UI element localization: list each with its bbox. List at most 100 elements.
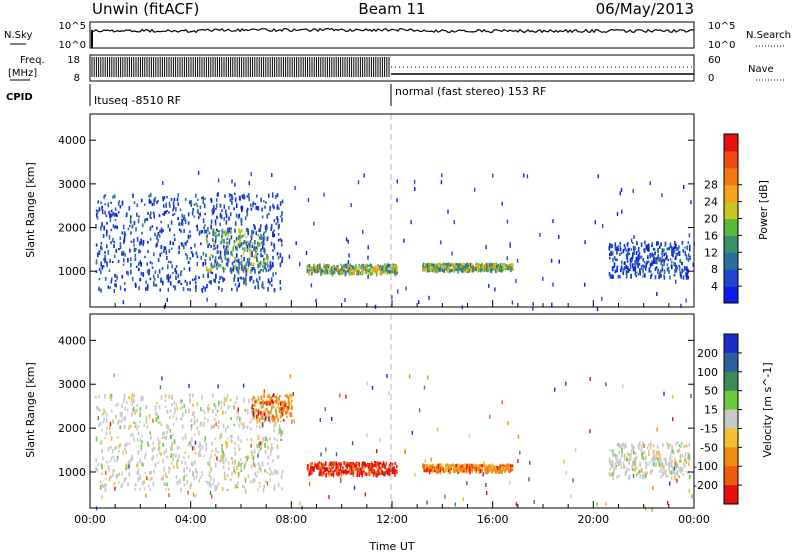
radar-echo-cell bbox=[224, 256, 227, 260]
radar-echo-cell bbox=[634, 246, 637, 250]
radar-echo-cell bbox=[226, 261, 229, 264]
radar-echo-cell bbox=[104, 203, 106, 206]
radar-echo-cell bbox=[660, 458, 663, 463]
radar-echo-cell bbox=[500, 465, 503, 469]
radar-echo-cell bbox=[666, 475, 669, 478]
radar-echo-cell bbox=[392, 270, 395, 274]
radar-echo-cell bbox=[181, 412, 184, 417]
freq-left-tick-low: 8 bbox=[74, 73, 80, 84]
radar-echo-cell bbox=[639, 473, 641, 479]
radar-echo-cell bbox=[649, 253, 652, 259]
radar-echo-cell bbox=[139, 260, 141, 265]
radar-echo-cell bbox=[189, 257, 192, 261]
radar-echo-cell bbox=[112, 472, 114, 477]
radar-echo-cell bbox=[279, 395, 281, 398]
radar-echo-cell bbox=[436, 469, 439, 474]
radar-echo-cell bbox=[214, 231, 216, 235]
radar-echo-cell bbox=[461, 267, 464, 272]
radar-echo-cell bbox=[280, 400, 283, 403]
radar-echo-cell bbox=[104, 478, 107, 481]
radar-echo-cell bbox=[370, 469, 372, 473]
radar-echo-cell bbox=[256, 444, 258, 449]
radar-echo-cell bbox=[147, 212, 149, 215]
radar-echo-cell bbox=[262, 241, 264, 244]
radar-echo-cell bbox=[207, 418, 209, 422]
radar-echo-cell bbox=[671, 476, 673, 480]
radar-echo-cell bbox=[193, 433, 196, 436]
radar-echo-cell bbox=[195, 251, 198, 255]
beam-title: Beam 11 bbox=[358, 0, 425, 18]
radar-echo-cell bbox=[291, 419, 293, 424]
radar-echo-cell bbox=[184, 219, 187, 224]
radar-echo-cell bbox=[208, 243, 211, 246]
radar-echo-cell bbox=[248, 242, 251, 247]
radar-echo-cell bbox=[640, 444, 643, 449]
radar-echo-cell bbox=[101, 247, 103, 251]
radar-echo-cell bbox=[261, 254, 264, 258]
radar-echo-cell bbox=[466, 262, 469, 266]
radar-echo-cell bbox=[632, 241, 634, 244]
colorbar-tick-label: 20 bbox=[704, 213, 718, 226]
radar-echo-cell bbox=[249, 421, 251, 424]
radar-echo-cell bbox=[309, 266, 312, 270]
radar-echo-cell bbox=[337, 470, 339, 473]
radar-echo-cell bbox=[242, 277, 244, 280]
radar-echo-cell bbox=[233, 466, 235, 469]
radar-echo-cell bbox=[630, 258, 632, 263]
radar-echo-cell bbox=[633, 250, 636, 255]
radar-echo-cell bbox=[243, 280, 245, 285]
radar-echo-cell bbox=[481, 468, 483, 472]
radar-echo-cell bbox=[517, 434, 520, 439]
radar-echo-cell bbox=[255, 246, 258, 249]
radar-echo-cell bbox=[268, 193, 270, 198]
radar-echo-cell bbox=[259, 417, 262, 421]
radar-echo-cell bbox=[324, 467, 327, 472]
radar-echo-cell bbox=[109, 425, 111, 430]
radar-echo-cell bbox=[97, 416, 99, 421]
radar-echo-cell bbox=[515, 502, 518, 507]
radar-echo-cell bbox=[267, 446, 270, 450]
radar-echo-cell bbox=[441, 173, 443, 178]
radar-echo-cell bbox=[170, 462, 173, 465]
radar-echo-cell bbox=[171, 441, 173, 445]
radar-echo-cell bbox=[320, 468, 322, 474]
radar-echo-cell bbox=[338, 469, 341, 473]
radar-echo-cell bbox=[218, 286, 220, 290]
radar-echo-cell bbox=[263, 242, 265, 246]
radar-echo-cell bbox=[632, 245, 635, 251]
radar-echo-cell bbox=[495, 268, 497, 271]
radar-echo-cell bbox=[218, 256, 220, 260]
radar-echo-cell bbox=[365, 464, 368, 467]
radar-echo-cell bbox=[643, 248, 645, 252]
radar-echo-cell bbox=[264, 451, 267, 455]
y-tick-label: 4000 bbox=[58, 134, 86, 147]
radar-echo-cell bbox=[677, 463, 679, 469]
radar-echo-cell bbox=[625, 273, 628, 279]
radar-echo-cell bbox=[131, 432, 134, 438]
radar-echo-cell bbox=[510, 263, 512, 268]
radar-echo-cell bbox=[458, 465, 461, 468]
radar-echo-cell bbox=[240, 242, 243, 247]
radar-echo-cell bbox=[210, 280, 212, 285]
radar-echo-cell bbox=[234, 461, 236, 466]
radar-echo-cell bbox=[622, 462, 625, 465]
radar-echo-cell bbox=[323, 270, 326, 274]
radar-echo-cell bbox=[171, 264, 173, 269]
radar-echo-cell bbox=[379, 269, 382, 275]
radar-echo-cell bbox=[668, 446, 670, 449]
radar-echo-cell bbox=[287, 401, 290, 404]
radar-echo-cell bbox=[237, 481, 239, 486]
radar-echo-cell bbox=[478, 469, 481, 474]
radar-echo-cell bbox=[292, 391, 294, 396]
radar-echo-cell bbox=[134, 488, 137, 491]
radar-echo-cell bbox=[223, 278, 226, 281]
radar-echo-cell bbox=[500, 469, 502, 474]
radar-echo-cell bbox=[181, 221, 184, 226]
radar-echo-cell bbox=[668, 462, 670, 467]
radar-echo-cell bbox=[460, 268, 463, 273]
radar-echo-cell bbox=[110, 436, 113, 441]
radar-echo-cell bbox=[663, 464, 665, 470]
radar-echo-cell bbox=[484, 464, 487, 467]
radar-echo-cell bbox=[108, 476, 111, 482]
radar-echo-cell bbox=[116, 474, 119, 479]
